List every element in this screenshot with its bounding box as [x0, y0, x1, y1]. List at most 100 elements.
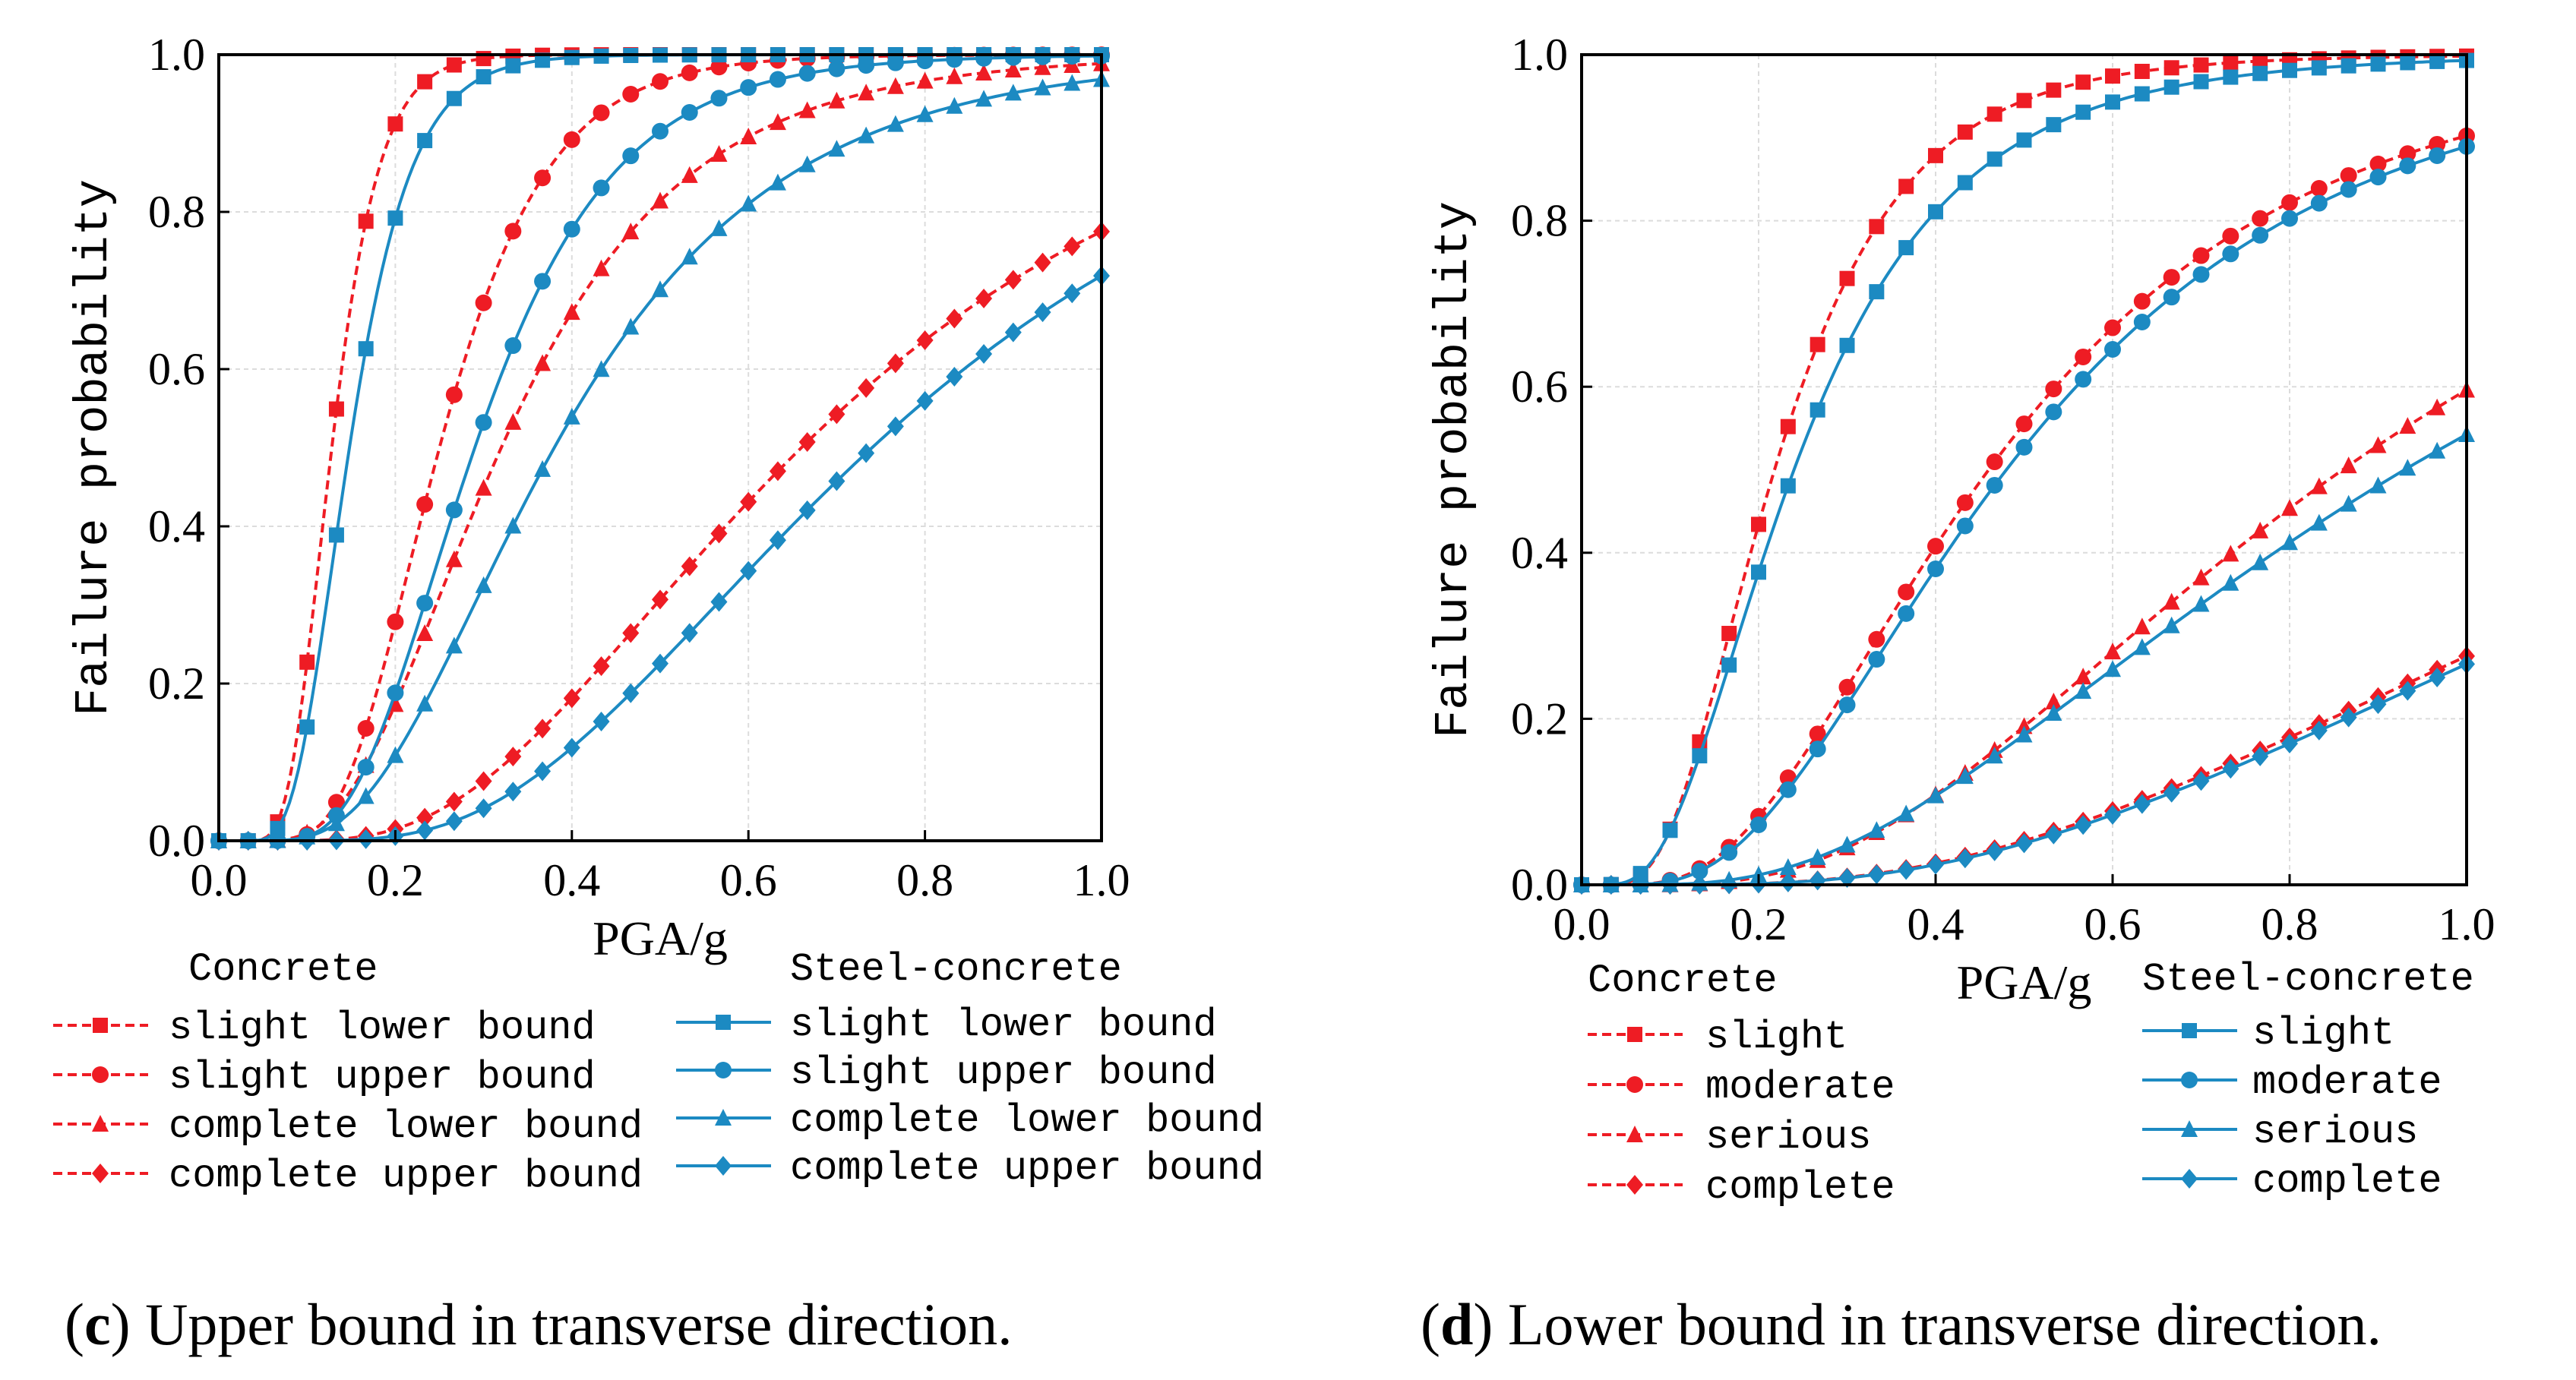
data-point — [1869, 219, 1885, 235]
data-point — [534, 169, 552, 187]
data-point — [2105, 94, 2120, 110]
data-point — [563, 688, 580, 709]
legend-label: slight lower bound — [169, 1006, 596, 1050]
data-point — [2133, 617, 2151, 635]
legend-marker — [2181, 1169, 2198, 1189]
series-line — [219, 274, 1103, 842]
data-point — [1927, 854, 1944, 875]
data-point — [593, 259, 610, 276]
data-point — [1810, 402, 1825, 418]
data-point — [328, 527, 344, 543]
data-point — [564, 49, 580, 65]
data-point — [622, 223, 640, 240]
data-point — [2015, 415, 2033, 433]
data-point — [2369, 476, 2387, 494]
x-tick-label: 0.6 — [720, 855, 777, 905]
y-axis-label: Failure probability — [1427, 201, 1481, 738]
data-point — [2015, 717, 2033, 734]
data-point — [2015, 438, 2033, 456]
legend-marker — [1626, 1126, 1643, 1142]
data-point — [357, 720, 375, 737]
data-point — [1986, 747, 2003, 764]
data-point — [1898, 178, 1914, 194]
series-steel-slight-lower-bound — [211, 47, 1109, 848]
x-tick-label: 0.4 — [1908, 899, 1964, 949]
data-point — [1957, 124, 1973, 140]
data-point — [1898, 605, 1915, 622]
data-point — [2104, 643, 2121, 660]
data-point — [475, 771, 492, 791]
data-point — [2075, 668, 2092, 685]
data-point — [1898, 240, 1914, 256]
data-point — [710, 219, 728, 236]
data-point — [2429, 53, 2445, 69]
series-concrete-complete — [1573, 646, 2475, 895]
data-point — [2075, 104, 2091, 120]
data-point — [1721, 657, 1737, 673]
data-point — [2133, 638, 2151, 655]
series-line — [1582, 433, 2467, 886]
data-point — [2223, 69, 2239, 85]
data-point — [858, 377, 875, 398]
data-point — [535, 52, 551, 68]
chart-panel-c: 0.0 0.2 0.4 0.6 0.8 1.0 0.0 0.2 0.4 0.6 0.8 1.0 PGA/… — [53, 30, 1264, 1357]
data-point — [2429, 441, 2446, 459]
y-tick-label: 0.8 — [148, 187, 205, 237]
data-point — [534, 273, 552, 290]
data-point — [652, 653, 668, 674]
series-concrete-complete-upper-bound — [210, 221, 1110, 851]
data-point — [2429, 668, 2446, 688]
data-point — [769, 461, 786, 482]
data-point — [2075, 815, 2092, 835]
data-point — [299, 719, 315, 735]
data-point — [504, 337, 522, 355]
y-tick-label: 0.2 — [1511, 693, 1568, 744]
data-point — [2252, 210, 2269, 227]
data-point — [2399, 417, 2416, 434]
y-tick-label: 0.0 — [1511, 860, 1568, 910]
data-point — [916, 105, 934, 122]
data-point — [769, 173, 786, 191]
legend-title: Steel-concrete — [2142, 957, 2474, 1002]
data-point — [2104, 340, 2121, 358]
data-point — [476, 69, 491, 85]
data-point — [505, 58, 521, 74]
data-point — [1839, 337, 1855, 353]
data-point — [1064, 48, 1081, 65]
data-point — [2104, 660, 2121, 677]
series-line — [219, 53, 1102, 842]
data-point — [593, 711, 610, 731]
series-concrete-slight — [1574, 48, 2474, 892]
data-point — [1927, 538, 1944, 555]
data-point — [2310, 477, 2328, 494]
data-point — [2046, 117, 2062, 133]
plot-frame — [217, 53, 1103, 842]
data-point — [1868, 821, 1885, 838]
data-point — [1064, 74, 1081, 91]
data-point — [1780, 418, 1796, 434]
data-point — [1986, 841, 2003, 861]
data-point — [681, 64, 698, 81]
data-point — [2281, 499, 2298, 516]
data-point — [416, 496, 434, 513]
data-point — [2192, 595, 2210, 612]
data-point — [534, 761, 552, 782]
series-concrete-slight-upper-bound — [210, 46, 1110, 849]
data-point — [2015, 725, 2033, 743]
data-point — [858, 84, 875, 101]
data-point — [1838, 835, 1856, 853]
data-point — [2192, 568, 2210, 586]
data-point — [1986, 476, 2003, 494]
data-point — [270, 820, 286, 836]
data-point — [887, 115, 904, 132]
data-point — [710, 58, 728, 76]
data-point — [504, 223, 522, 240]
legend-marker — [715, 1156, 732, 1176]
data-point — [887, 54, 904, 71]
series-line — [219, 62, 1102, 842]
data-point — [1927, 560, 1944, 577]
data-point — [534, 718, 552, 739]
data-point — [828, 140, 845, 157]
